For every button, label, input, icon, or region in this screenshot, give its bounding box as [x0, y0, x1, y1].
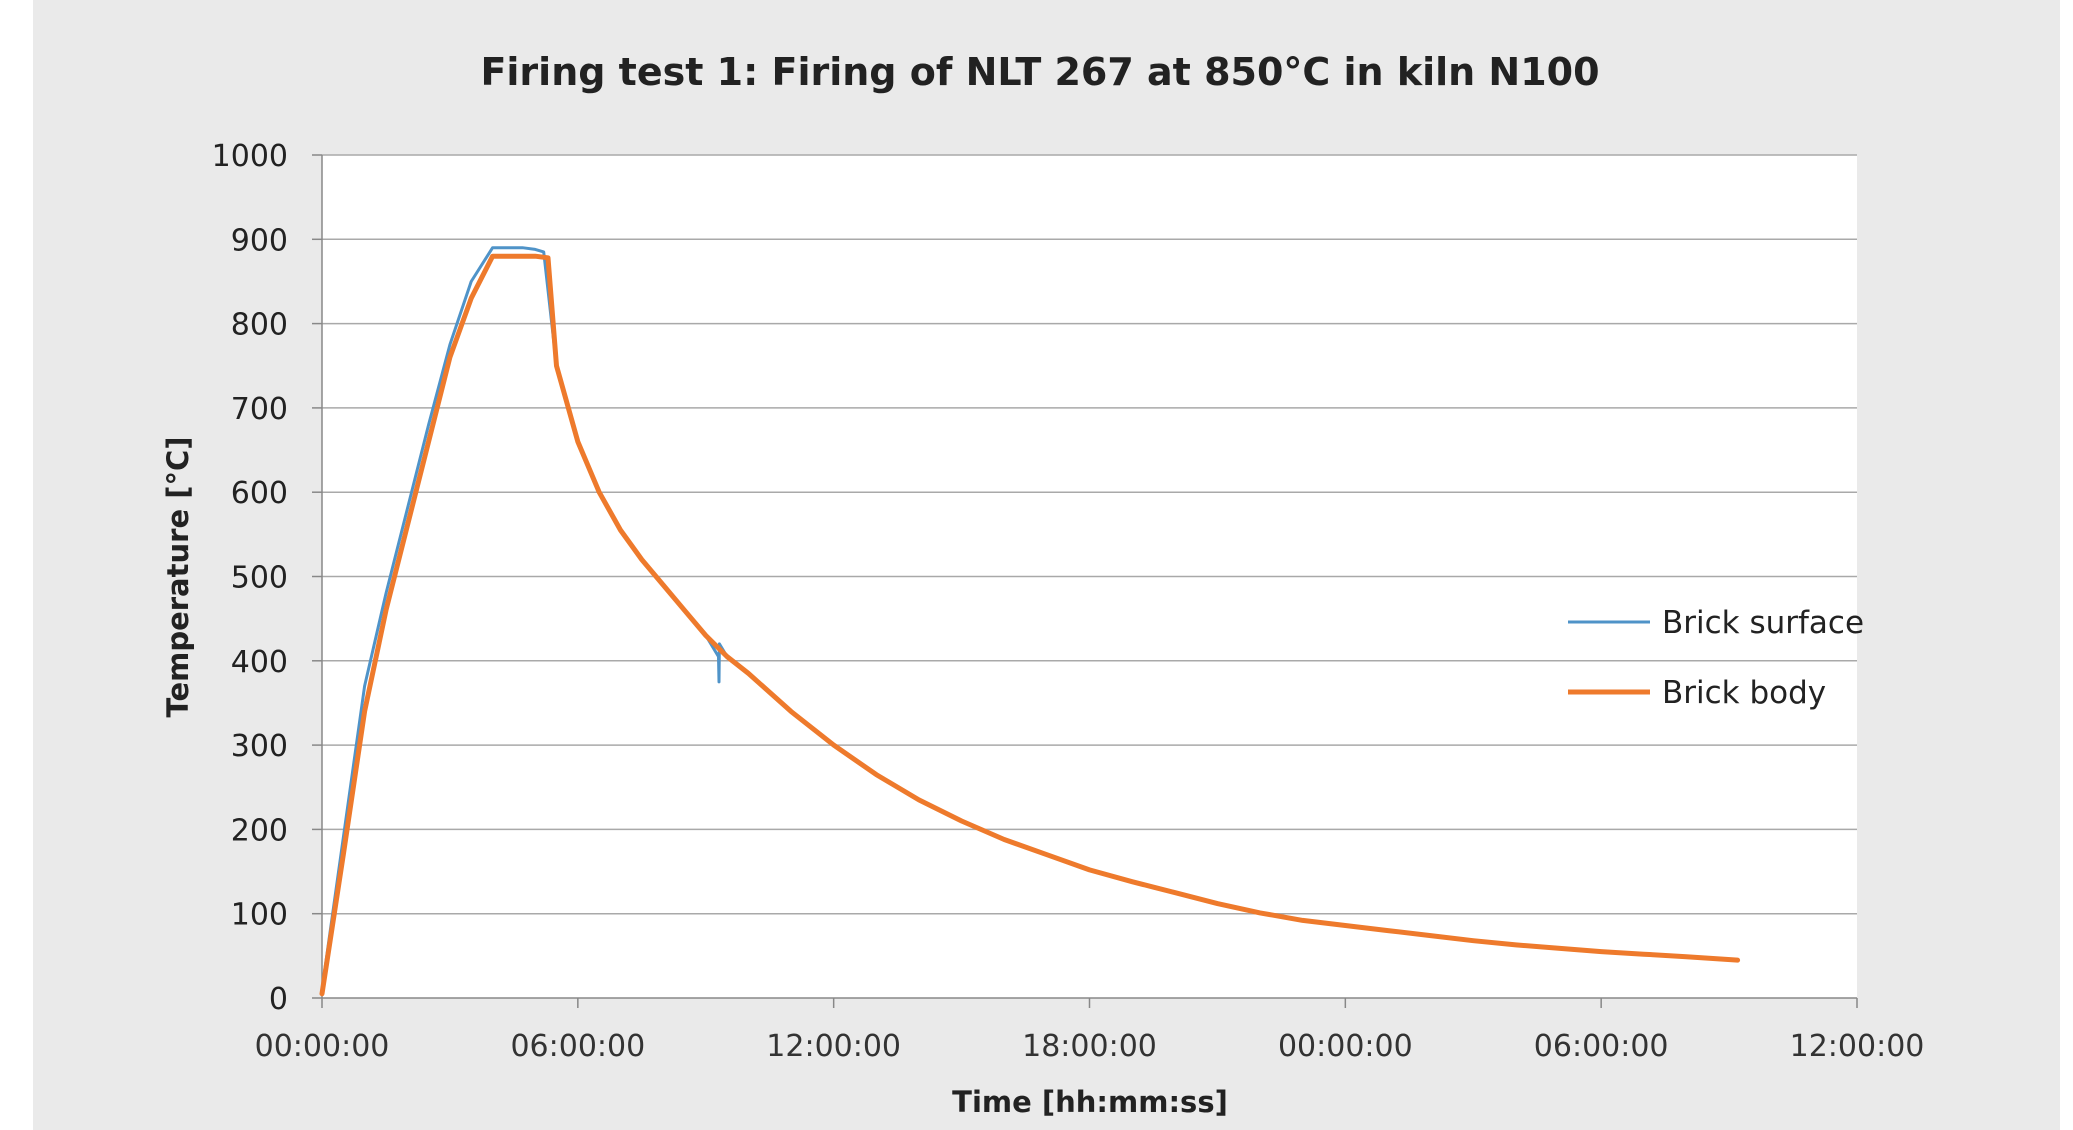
- y-tick-label: 400: [231, 645, 288, 680]
- x-tick-label: 06:00:00: [1534, 1029, 1669, 1064]
- y-tick-label: 0: [269, 982, 288, 1017]
- x-tick-label: 00:00:00: [1278, 1029, 1413, 1064]
- y-tick-label: 1000: [212, 139, 288, 174]
- chart-title: Firing test 1: Firing of NLT 267 at 850°…: [480, 50, 1599, 94]
- y-tick-label: 100: [231, 898, 288, 933]
- y-tick-label: 300: [231, 729, 288, 764]
- gridlines: [312, 154, 1857, 999]
- legend: Brick surface Brick body: [1568, 605, 1864, 711]
- series-lines: [319, 246, 1741, 997]
- y-tick-label: 600: [231, 476, 288, 511]
- x-tick-label: 12:00:00: [766, 1029, 901, 1064]
- y-tick-label: 200: [231, 813, 288, 848]
- x-tick-label: 18:00:00: [1022, 1029, 1157, 1064]
- legend-label: Brick body: [1662, 675, 1826, 711]
- x-tick-label: 12:00:00: [1790, 1029, 1925, 1064]
- x-tick-label: 06:00:00: [510, 1029, 645, 1064]
- x-tick-label: 00:00:00: [255, 1029, 390, 1064]
- series-line-brick-body: [319, 253, 1741, 997]
- y-axis-label: Temperature [°C]: [161, 437, 195, 718]
- legend-label: Brick surface: [1662, 605, 1864, 641]
- x-tick-labels: 00:00:00 06:00:00 12:00:00 18:00:00 00:00:00…: [255, 1029, 1925, 1064]
- y-tick-label: 500: [231, 561, 288, 596]
- y-tick-label: 800: [231, 308, 288, 343]
- y-tick-label: 900: [231, 223, 288, 258]
- y-tick-label: 700: [231, 392, 288, 427]
- axes: [321, 155, 1858, 1008]
- x-axis-label: Time [hh:mm:ss]: [952, 1085, 1228, 1119]
- y-tick-labels: 0 100 200 300 400 500 600 700 800 900 1000: [212, 139, 288, 1017]
